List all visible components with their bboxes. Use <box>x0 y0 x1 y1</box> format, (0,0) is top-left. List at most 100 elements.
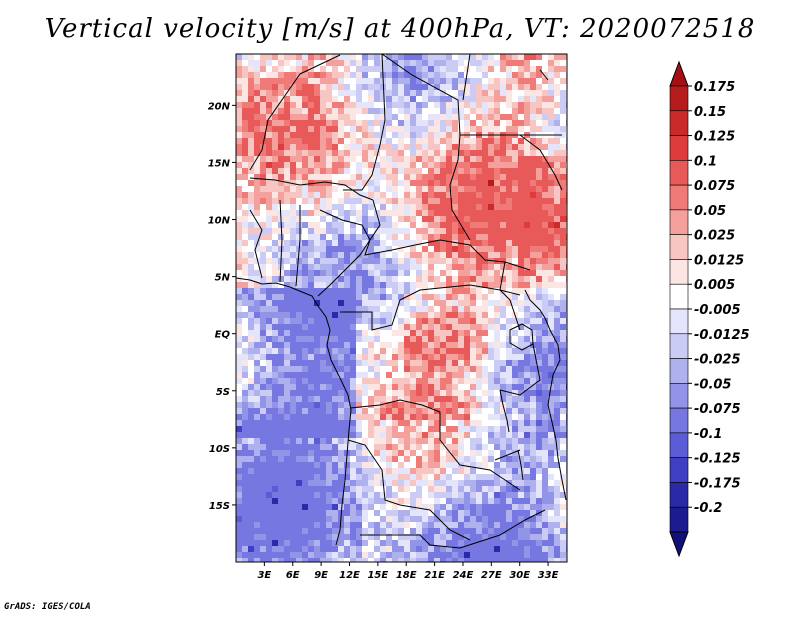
field-cell <box>542 270 548 276</box>
field-cell <box>458 294 464 300</box>
field-cell <box>374 162 380 168</box>
field-cell <box>338 468 344 474</box>
field-cell <box>314 144 320 150</box>
field-cell <box>488 360 494 366</box>
field-cell <box>398 156 404 162</box>
field-cell <box>452 252 458 258</box>
field-cell <box>248 282 254 288</box>
field-cell <box>314 420 320 426</box>
field-cell <box>398 216 404 222</box>
field-cell <box>416 96 422 102</box>
field-cell <box>290 516 296 522</box>
field-cell <box>434 360 440 366</box>
field-cell <box>260 300 266 306</box>
field-cell <box>254 66 260 72</box>
field-cell <box>530 96 536 102</box>
field-cell <box>296 552 302 558</box>
field-cell <box>554 540 560 546</box>
field-cell <box>302 318 308 324</box>
field-cell <box>464 498 470 504</box>
field-cell <box>350 90 356 96</box>
field-cell <box>506 522 512 528</box>
field-cell <box>458 306 464 312</box>
field-cell <box>242 234 248 240</box>
field-cell <box>512 444 518 450</box>
field-cell <box>518 162 524 168</box>
field-cell <box>530 234 536 240</box>
field-cell <box>272 240 278 246</box>
field-cell <box>236 534 242 540</box>
field-cell <box>278 534 284 540</box>
field-cell <box>248 360 254 366</box>
field-cell <box>440 252 446 258</box>
field-cell <box>530 192 536 198</box>
field-cell <box>542 72 548 78</box>
field-cell <box>266 462 272 468</box>
field-cell <box>512 552 518 558</box>
field-cell <box>422 270 428 276</box>
field-cell <box>284 138 290 144</box>
field-cell <box>368 534 374 540</box>
field-cell <box>362 144 368 150</box>
field-cell <box>422 438 428 444</box>
field-cell <box>470 468 476 474</box>
field-cell <box>308 114 314 120</box>
field-cell <box>368 138 374 144</box>
field-cell <box>392 300 398 306</box>
field-cell <box>302 60 308 66</box>
field-cell <box>482 102 488 108</box>
field-cell <box>362 336 368 342</box>
field-cell <box>500 516 506 522</box>
field-cell <box>302 192 308 198</box>
field-cell <box>308 288 314 294</box>
field-cell <box>410 180 416 186</box>
field-cell <box>476 240 482 246</box>
field-cell <box>380 174 386 180</box>
field-cell <box>278 156 284 162</box>
field-cell <box>410 216 416 222</box>
field-cell <box>308 246 314 252</box>
field-cell <box>476 90 482 96</box>
field-cell <box>356 288 362 294</box>
field-cell <box>272 438 278 444</box>
field-cell <box>398 450 404 456</box>
field-cell <box>470 480 476 486</box>
field-cell <box>266 408 272 414</box>
field-cell <box>338 300 344 306</box>
field-cell <box>344 336 350 342</box>
field-cell <box>332 360 338 366</box>
field-cell <box>374 306 380 312</box>
field-cell <box>374 204 380 210</box>
field-cell <box>446 546 452 552</box>
field-cell <box>296 168 302 174</box>
field-cell <box>284 258 290 264</box>
field-cell <box>260 186 266 192</box>
field-cell <box>464 420 470 426</box>
field-cell <box>518 498 524 504</box>
field-cell <box>542 312 548 318</box>
field-cell <box>554 360 560 366</box>
field-cell <box>308 492 314 498</box>
field-cell <box>506 348 512 354</box>
field-cell <box>518 84 524 90</box>
field-cell <box>392 492 398 498</box>
field-cell <box>398 444 404 450</box>
field-cell <box>488 54 494 60</box>
field-cell <box>404 420 410 426</box>
field-cell <box>314 558 320 562</box>
field-cell <box>380 438 386 444</box>
field-cell <box>248 180 254 186</box>
field-cell <box>512 336 518 342</box>
field-cell <box>308 168 314 174</box>
field-cell <box>554 54 560 60</box>
field-cell <box>548 84 554 90</box>
field-cell <box>524 240 530 246</box>
field-cell <box>308 264 314 270</box>
field-cell <box>422 306 428 312</box>
field-cell <box>554 318 560 324</box>
field-cell <box>440 126 446 132</box>
field-cell <box>512 162 518 168</box>
field-cell <box>458 366 464 372</box>
field-cell <box>398 204 404 210</box>
field-cell <box>320 324 326 330</box>
